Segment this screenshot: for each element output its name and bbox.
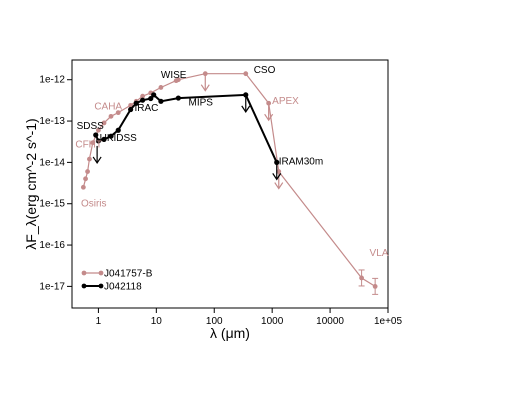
annotation-label: IRAM30m: [279, 156, 323, 167]
upper-limit-arrowhead: [274, 182, 284, 190]
series-line-0: [82, 73, 376, 287]
legend-label: J041757-B: [104, 269, 153, 280]
series-1-point: [101, 136, 107, 142]
series-0-point: [85, 169, 90, 174]
y-tick-label: 1e-16: [39, 240, 65, 251]
x-tick-label: 1000: [261, 316, 284, 327]
annotation-label: CFHT: [75, 139, 102, 150]
series-1-point: [133, 100, 139, 106]
series-0-point: [90, 140, 96, 146]
series-0-point: [115, 110, 121, 116]
x-tick-label: 10: [151, 316, 163, 327]
legend-swatch-dot: [81, 270, 87, 276]
annotation-label: MIPS: [189, 97, 214, 108]
series-0-point: [101, 120, 107, 126]
series-layer: [80, 71, 379, 295]
upper-limit-arrowhead: [264, 113, 274, 122]
series-1-point: [175, 95, 181, 101]
annotation-layer: CAHA SDSS CFHT Osiris UKIDSS IRAC WISE MIPS CSO A…: [75, 65, 388, 259]
y-axis-title: λF_λ(erg cm^-2 s^-1): [23, 118, 39, 249]
legend-label: J042118: [104, 282, 142, 293]
legend-swatch-dot: [98, 270, 104, 276]
series-0-point: [128, 102, 134, 108]
annotation-label: WISE: [161, 70, 187, 81]
upper-limit-arrowhead: [200, 84, 210, 92]
y-tick-label: 1e-12: [39, 75, 65, 86]
annotation-label: UKIDSS: [100, 133, 138, 144]
y-tick-label: 1e-17: [39, 281, 65, 292]
upper-limit-arrowhead: [272, 173, 282, 181]
upper-limit-arrowhead: [92, 156, 102, 165]
x-tick-label: 100: [206, 316, 223, 327]
series-0-point: [140, 93, 146, 99]
series-1-point: [128, 106, 134, 113]
annotation-label: VLA: [370, 248, 389, 259]
series-1-point: [274, 159, 280, 165]
series-1-point: [140, 97, 146, 103]
series-0-point: [87, 156, 92, 162]
series-0-point: [108, 113, 114, 119]
y-axis-title-group: λF_λ(erg cm^-2 s^-1): [23, 118, 39, 249]
annotation-label: IRAC: [135, 103, 159, 114]
y-tick-label: 1e-15: [39, 199, 65, 210]
axes-ticks: 1 10 100 1000 10000 1e+05 1e-17 1e-16 1e-15 1e-14…: [39, 75, 402, 327]
legend-swatch-dot: [81, 283, 87, 289]
series-1-point: [158, 98, 164, 104]
series-1-point: [148, 95, 154, 102]
legend-swatch-dot: [98, 283, 104, 289]
series-1-point: [115, 127, 121, 133]
x-axis-title: λ (μm): [210, 325, 250, 341]
y-tick-label: 1e-14: [39, 157, 65, 168]
x-tick-label: 10000: [316, 316, 344, 327]
upper-limit-arrowhead: [241, 105, 251, 113]
annotation-label: CAHA: [94, 102, 122, 113]
series-1-point: [95, 138, 102, 144]
legend: J041757-B J042118: [81, 269, 153, 293]
x-tick-label: 1e+05: [374, 316, 403, 327]
series-line-1: [94, 93, 278, 163]
plot-area-border: [71, 59, 389, 309]
series-0-point: [175, 77, 181, 83]
x-tick-label: 1: [96, 316, 102, 327]
y-tick-label: 1e-13: [39, 116, 65, 127]
annotation-label: CSO: [254, 65, 276, 76]
annotation-label: APEX: [272, 96, 299, 107]
annotation-label: Osiris: [81, 199, 107, 210]
series-1-point: [108, 133, 114, 139]
series-0-point: [158, 85, 164, 90]
series-0-point: [80, 184, 86, 190]
series-0-point: [243, 71, 249, 77]
series-1-point: [93, 132, 99, 138]
plot-frame: [71, 59, 389, 309]
series-1-point: [151, 92, 157, 98]
annotation-label: SDSS: [77, 121, 105, 132]
series-0-point: [96, 127, 101, 133]
series-0-point: [83, 176, 88, 182]
